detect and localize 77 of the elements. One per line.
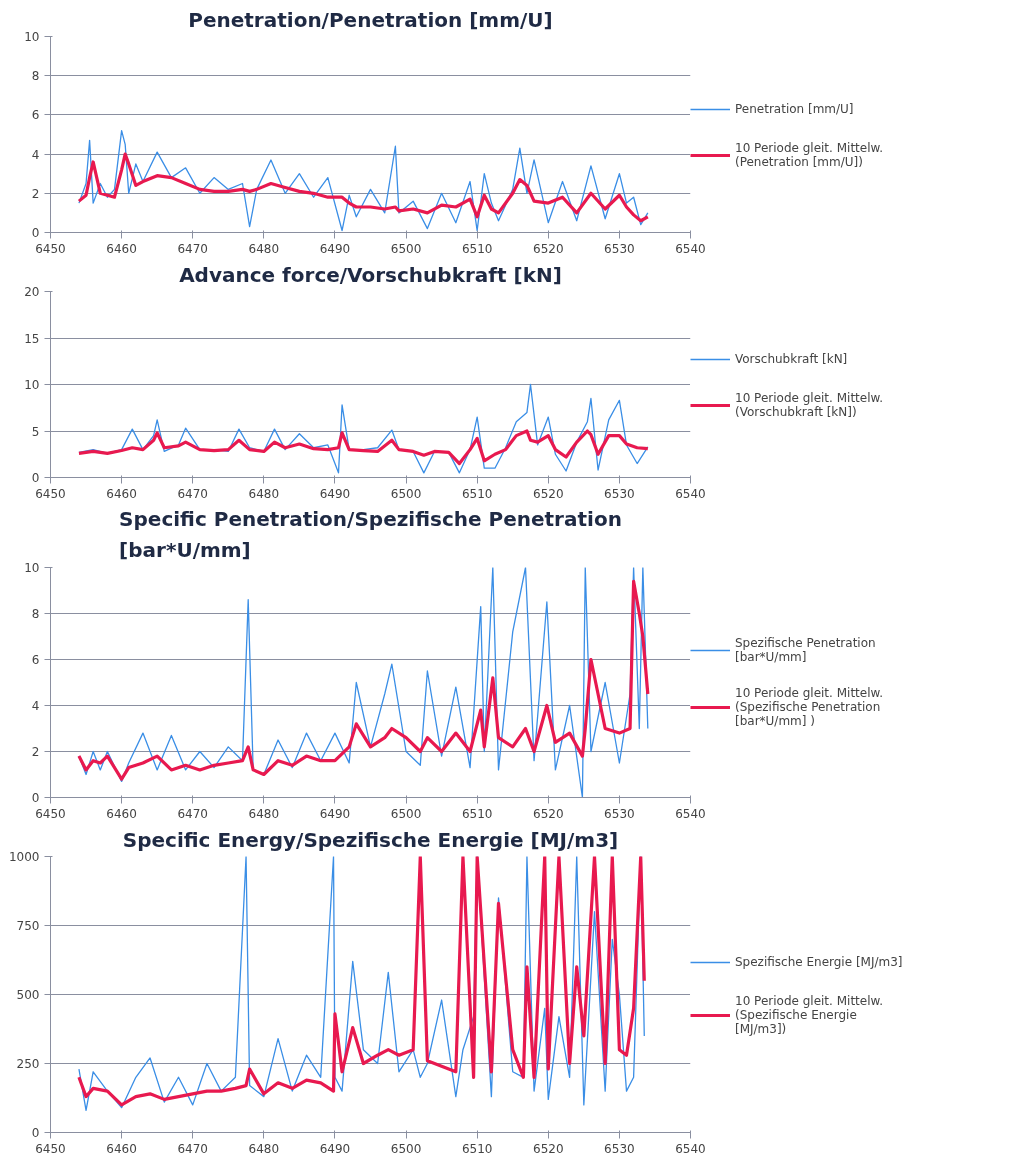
chart-title: Specific Energy/Spezifische Energie [MJ/m3]	[122, 827, 619, 852]
x-tick-label: 6540	[675, 1141, 706, 1156]
x-tick-label: 6500	[390, 1141, 422, 1156]
y-tick-label: 500	[16, 988, 40, 1002]
y-tick-label: 2	[31, 745, 40, 759]
x-tick-label: 6530	[604, 241, 635, 256]
y-tick-label: 0	[31, 791, 40, 805]
x-tick-label: 6490	[319, 1141, 351, 1156]
x-tick-label: 6480	[248, 806, 280, 821]
legend-label: Spezifische Penetration [bar*U/mm]	[735, 636, 877, 664]
x-tick-label: 6450	[35, 486, 66, 501]
chart-title: Advance force/Vorschubkraft [kN]	[179, 262, 562, 287]
x-tick-label: 6520	[533, 1141, 564, 1156]
x-tick-label: 6530	[604, 806, 635, 821]
x-tick-label: 6520	[533, 486, 564, 501]
chart-title: Specific Penetration/Spezifische Penetration [bar*U/mm]	[119, 507, 622, 563]
legend-label: 10 Periode gleit. Mittelw. (Vorschubkraft [kN])	[735, 391, 885, 419]
y-tick-label: 15	[24, 331, 40, 346]
x-tick-label: 6540	[675, 806, 706, 821]
y-tick-label: 20	[24, 285, 40, 299]
chart-title: Penetration/Penetration [mm/U]	[188, 7, 553, 32]
x-tick-label: 6530	[604, 1141, 635, 1156]
y-tick-label: 10	[24, 378, 40, 392]
x-tick-label: 6470	[177, 241, 208, 256]
y-tick-label: 0	[31, 471, 40, 485]
x-tick-label: 6480	[248, 486, 280, 501]
legend-label: Penetration [mm/U]	[735, 102, 855, 116]
x-tick-label: 6450	[35, 1141, 66, 1156]
y-tick-label: 1000	[8, 850, 40, 864]
x-tick-label: 6500	[390, 486, 422, 501]
x-tick-label: 6490	[319, 241, 351, 256]
legend-label: 10 Periode gleit. Mittelw. (Penetration [mm/U])	[735, 141, 885, 169]
x-tick-label: 6490	[319, 486, 351, 501]
x-tick-label: 6460	[106, 1141, 137, 1156]
x-tick-label: 6520	[533, 806, 564, 821]
x-tick-label: 6530	[604, 486, 635, 501]
y-tick-label: 4	[31, 699, 40, 713]
y-tick-label: 8	[31, 69, 40, 84]
y-tick-label: 2	[31, 186, 40, 201]
y-tick-label: 0	[31, 1126, 40, 1140]
y-tick-label: 10	[24, 30, 40, 44]
y-tick-label: 8	[31, 607, 40, 621]
x-tick-label: 6460	[106, 241, 137, 256]
x-tick-label: 6460	[106, 486, 137, 501]
x-tick-label: 6510	[461, 806, 493, 821]
line-series	[78, 129, 649, 232]
x-tick-label: 6540	[675, 241, 706, 256]
line-series	[77, 429, 650, 466]
legend-label: Vorschubkraft [kN]	[735, 352, 849, 366]
y-tick-label: 4	[31, 147, 40, 162]
x-tick-label: 6500	[390, 806, 422, 821]
y-tick-label: 250	[16, 1057, 40, 1071]
y-tick-label: 6	[31, 653, 40, 667]
legend-label: 10 Periode gleit. Mittelw. (Spezifische Penetration [bar*U/mm] )	[735, 686, 885, 728]
y-tick-label: 10	[24, 561, 40, 575]
x-tick-label: 6450	[35, 241, 66, 256]
x-tick-label: 6480	[248, 241, 280, 256]
legend-label: Spezifische Energie [MJ/m3]	[735, 955, 904, 969]
line-series	[77, 152, 650, 223]
x-tick-label: 6450	[35, 806, 66, 821]
y-tick-label: 6	[31, 108, 40, 123]
x-tick-label: 6470	[177, 486, 208, 501]
x-tick-label: 6490	[319, 806, 351, 821]
x-tick-label: 6510	[461, 1141, 493, 1156]
x-tick-label: 6460	[106, 806, 137, 821]
y-tick-label: 750	[16, 919, 40, 933]
x-tick-label: 6470	[177, 1141, 208, 1156]
x-tick-label: 6500	[390, 241, 422, 256]
x-tick-label: 6520	[533, 241, 564, 256]
x-tick-label: 6510	[461, 241, 493, 256]
legend-label: 10 Periode gleit. Mittelw. (Spezifische Energie [MJ/m3])	[735, 994, 885, 1036]
x-tick-label: 6480	[248, 1141, 280, 1156]
x-tick-label: 6510	[461, 486, 493, 501]
y-tick-label: 0	[31, 226, 40, 240]
y-tick-label: 5	[31, 424, 40, 439]
x-tick-label: 6540	[675, 486, 706, 501]
x-tick-label: 6470	[177, 806, 208, 821]
